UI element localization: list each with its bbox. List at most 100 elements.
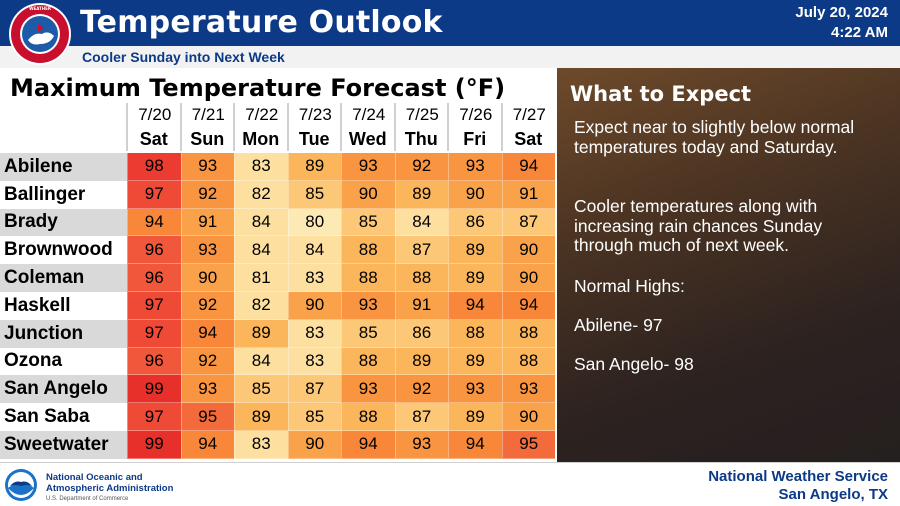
temperature-cell: 88 bbox=[341, 403, 395, 431]
column-day: Sat bbox=[127, 127, 181, 151]
temperature-cell: 93 bbox=[341, 292, 395, 320]
temperature-cell: 83 bbox=[234, 431, 288, 459]
column-date: 7/27 bbox=[501, 103, 555, 127]
panel-paragraph-1: Expect near to slightly below normal tem… bbox=[574, 117, 855, 157]
temperature-cell: 99 bbox=[127, 431, 181, 459]
city-name: Brownwood bbox=[0, 236, 127, 265]
temperature-cell: 85 bbox=[341, 208, 395, 237]
temperature-cell: 90 bbox=[501, 264, 555, 292]
temperature-cell: 93 bbox=[180, 236, 234, 265]
temperature-cell: 89 bbox=[394, 180, 448, 209]
temperature-cell: 92 bbox=[180, 180, 234, 209]
temperature-cell: 93 bbox=[501, 375, 555, 404]
city-name: San Angelo bbox=[0, 375, 127, 404]
temperature-cell: 89 bbox=[448, 347, 502, 376]
temperature-cell: 85 bbox=[287, 180, 341, 209]
temperature-cell: 96 bbox=[127, 264, 181, 292]
column-date: 7/24 bbox=[341, 103, 395, 127]
noaa-logo-icon bbox=[5, 469, 37, 501]
temperature-cell: 93 bbox=[448, 375, 502, 404]
subheader-bar: Cooler Sunday into Next Week bbox=[0, 46, 900, 68]
column-day: Fri bbox=[448, 127, 502, 151]
temperature-cell: 94 bbox=[341, 431, 395, 459]
temperature-cell: 86 bbox=[448, 208, 502, 237]
city-name: Haskell bbox=[0, 292, 127, 320]
temperature-cell: 93 bbox=[341, 153, 395, 181]
column-day: Mon bbox=[234, 127, 288, 151]
footer-bar: National Oceanic and Atmospheric Adminis… bbox=[0, 462, 900, 506]
what-to-expect-panel: What to Expect Expect near to slightly b… bbox=[557, 68, 900, 462]
temperature-cell: 89 bbox=[394, 347, 448, 376]
temperature-cell: 84 bbox=[234, 347, 288, 376]
agency-dept: U.S. Department of Commerce bbox=[46, 496, 129, 502]
city-name: Abilene bbox=[0, 153, 127, 181]
temperature-cell: 88 bbox=[501, 319, 555, 348]
temperature-cell: 94 bbox=[127, 208, 181, 237]
temperature-cell: 93 bbox=[394, 431, 448, 459]
temperature-cell: 85 bbox=[234, 375, 288, 404]
temperature-cell: 84 bbox=[394, 208, 448, 237]
temperature-cell: 87 bbox=[394, 403, 448, 431]
temperature-cell: 94 bbox=[180, 319, 234, 348]
header-time: 4:22 AM bbox=[831, 24, 888, 41]
temperature-cell: 95 bbox=[180, 403, 234, 431]
temperature-cell: 90 bbox=[501, 403, 555, 431]
temperature-cell: 89 bbox=[287, 153, 341, 181]
nws-logo-icon: WEATHER bbox=[9, 3, 71, 65]
city-name: San Saba bbox=[0, 403, 127, 431]
temperature-cell: 87 bbox=[501, 208, 555, 237]
column-separator bbox=[179, 103, 182, 151]
temperature-cell: 96 bbox=[127, 236, 181, 265]
city-name: Ballinger bbox=[0, 180, 127, 209]
temperature-cell: 94 bbox=[501, 153, 555, 181]
temperature-cell: 98 bbox=[127, 153, 181, 181]
agency-name-line2: Atmospheric Administration bbox=[46, 483, 174, 494]
temperature-cell: 85 bbox=[341, 319, 395, 348]
header-date: July 20, 2024 bbox=[795, 4, 888, 21]
temperature-cell: 93 bbox=[341, 375, 395, 404]
panel-paragraph-5: San Angelo- 98 bbox=[574, 354, 694, 374]
column-separator bbox=[447, 103, 449, 151]
column-separator bbox=[286, 103, 289, 151]
temperature-cell: 84 bbox=[287, 236, 341, 265]
temperature-cell: 94 bbox=[448, 431, 502, 459]
column-date: 7/20 bbox=[127, 103, 181, 127]
temperature-cell: 90 bbox=[501, 236, 555, 265]
temperature-cell: 94 bbox=[501, 292, 555, 320]
temperature-cell: 86 bbox=[394, 319, 448, 348]
temperature-cell: 90 bbox=[341, 180, 395, 209]
temperature-cell: 84 bbox=[234, 236, 288, 265]
column-separator bbox=[340, 103, 342, 151]
temperature-cell: 87 bbox=[287, 375, 341, 404]
temperature-cell: 91 bbox=[394, 292, 448, 320]
forecast-table: Maximum Temperature Forecast (°F) 7/20 Sa… bbox=[0, 68, 557, 462]
temperature-cell: 88 bbox=[394, 264, 448, 292]
column-date: 7/23 bbox=[287, 103, 341, 127]
column-date: 7/22 bbox=[234, 103, 288, 127]
temperature-cell: 92 bbox=[394, 375, 448, 404]
temperature-cell: 89 bbox=[234, 403, 288, 431]
temperature-cell: 88 bbox=[341, 347, 395, 376]
column-day: Sun bbox=[180, 127, 234, 151]
page-subtitle: Cooler Sunday into Next Week bbox=[82, 49, 285, 65]
temperature-cell: 84 bbox=[234, 208, 288, 237]
temperature-cell: 94 bbox=[448, 292, 502, 320]
column-day: Tue bbox=[287, 127, 341, 151]
temperature-cell: 80 bbox=[287, 208, 341, 237]
temperature-cell: 92 bbox=[180, 292, 234, 320]
temperature-cell: 97 bbox=[127, 292, 181, 320]
agency-name-line1: National Oceanic and bbox=[46, 472, 143, 483]
temperature-cell: 92 bbox=[180, 347, 234, 376]
city-name: Brady bbox=[0, 208, 127, 237]
temperature-cell: 96 bbox=[127, 347, 181, 376]
column-separator bbox=[500, 103, 503, 151]
column-separator bbox=[233, 103, 235, 151]
temperature-cell: 87 bbox=[394, 236, 448, 265]
temperature-cell: 83 bbox=[234, 153, 288, 181]
column-date: 7/26 bbox=[448, 103, 502, 127]
temperature-cell: 97 bbox=[127, 403, 181, 431]
temperature-cell: 89 bbox=[234, 319, 288, 348]
svg-text:WEATHER: WEATHER bbox=[29, 6, 51, 11]
city-name: Coleman bbox=[0, 264, 127, 292]
temperature-cell: 82 bbox=[234, 292, 288, 320]
